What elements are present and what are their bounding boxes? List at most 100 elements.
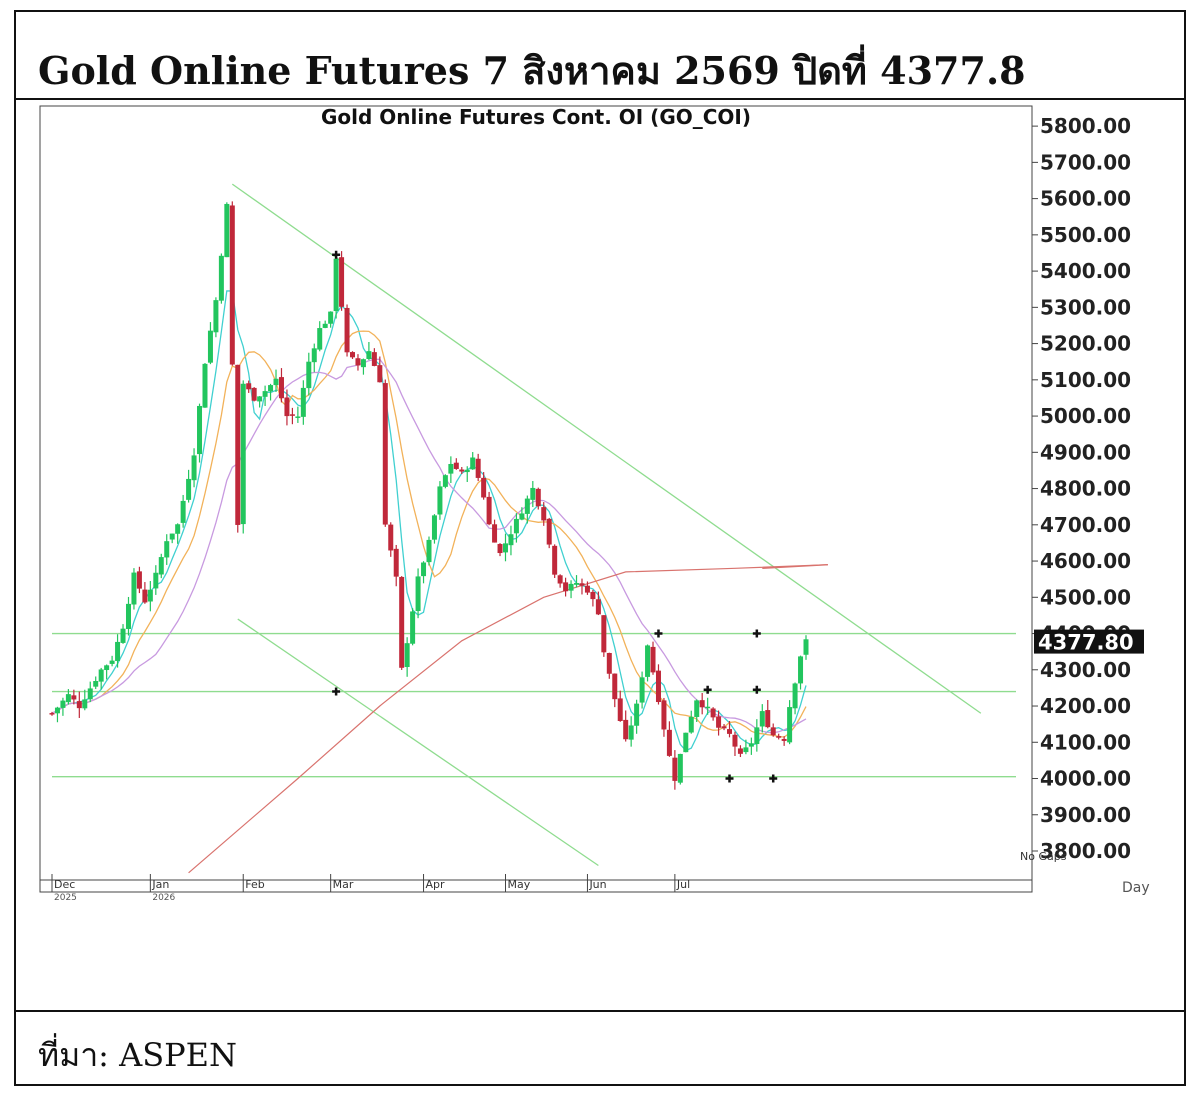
y-tick-label: 4200.00 bbox=[1040, 694, 1131, 718]
candle-body bbox=[666, 729, 672, 756]
candle-body bbox=[218, 255, 224, 301]
candle-body bbox=[333, 258, 339, 312]
candle-body bbox=[240, 383, 246, 525]
candle-body bbox=[278, 377, 284, 399]
x-tick-label: Jan bbox=[151, 878, 169, 891]
candle-body bbox=[672, 757, 678, 781]
candle-body bbox=[705, 706, 711, 709]
pivot-marker bbox=[725, 774, 734, 783]
pivot-marker bbox=[332, 250, 341, 259]
candle-body bbox=[541, 507, 547, 521]
x-tick-label: May bbox=[507, 878, 530, 891]
candle-body bbox=[574, 583, 580, 585]
price-chart: Gold Online Futures Cont. OI (GO_COI) 58… bbox=[39, 105, 1150, 903]
candle-body bbox=[339, 257, 345, 307]
pivot-marker bbox=[752, 685, 761, 694]
candle-body bbox=[289, 414, 295, 416]
candle-body bbox=[601, 615, 607, 653]
candle-body bbox=[442, 475, 448, 487]
candle-body bbox=[513, 518, 519, 534]
y-tick-label: 5500.00 bbox=[1040, 223, 1131, 247]
candle-body bbox=[109, 660, 115, 664]
candle-body bbox=[371, 352, 377, 366]
candle-body bbox=[246, 383, 252, 390]
candle-body bbox=[54, 707, 60, 714]
candle-body bbox=[634, 703, 640, 726]
candle-body bbox=[251, 387, 257, 401]
x-axis-unit: Day bbox=[1122, 880, 1150, 896]
candle-body bbox=[770, 727, 776, 736]
page-title: Gold Online Futures 7 สิงหาคม 2569 ปิดที… bbox=[38, 48, 1026, 93]
candle-body bbox=[125, 603, 131, 629]
candle-body bbox=[229, 205, 235, 365]
candle-body bbox=[257, 396, 263, 402]
y-tick-label: 5100.00 bbox=[1040, 368, 1131, 392]
candle-body bbox=[71, 695, 77, 700]
candle-body bbox=[486, 496, 492, 525]
candle-body bbox=[650, 646, 656, 673]
candle-body bbox=[579, 583, 585, 586]
x-tick-year: 2026 bbox=[152, 893, 175, 903]
candle-body bbox=[590, 591, 596, 600]
candle-body bbox=[273, 378, 279, 386]
y-tick-label: 4900.00 bbox=[1040, 440, 1131, 464]
candle-body bbox=[131, 572, 137, 605]
candle-body bbox=[213, 300, 219, 333]
candle-body bbox=[470, 457, 476, 470]
candle-body bbox=[426, 539, 432, 563]
candle-body bbox=[508, 534, 514, 546]
candle-body bbox=[721, 726, 727, 729]
y-tick-label: 4700.00 bbox=[1040, 513, 1131, 537]
candle-body bbox=[295, 416, 301, 418]
y-tick-label: 4100.00 bbox=[1040, 730, 1131, 754]
candle-body bbox=[344, 307, 350, 353]
candle-body bbox=[645, 645, 651, 677]
candle-body bbox=[475, 458, 481, 478]
y-tick-label: 5400.00 bbox=[1040, 259, 1131, 283]
y-tick-label: 4800.00 bbox=[1040, 477, 1131, 501]
candle-body bbox=[115, 641, 121, 661]
candle-body bbox=[655, 670, 661, 703]
candle-body bbox=[186, 478, 192, 500]
trendline-lower-down bbox=[237, 618, 599, 867]
candle-body bbox=[350, 352, 356, 358]
candle-body bbox=[623, 719, 629, 740]
y-tick-label: 5600.00 bbox=[1040, 187, 1131, 211]
candle-body bbox=[743, 747, 749, 753]
y-tick-label: 4000.00 bbox=[1040, 767, 1131, 791]
x-tick-label: Apr bbox=[426, 878, 446, 891]
candle-body bbox=[360, 359, 366, 368]
candle-body bbox=[628, 725, 634, 740]
candle-body bbox=[197, 405, 203, 455]
candle-body bbox=[464, 469, 470, 473]
candle-body bbox=[595, 599, 601, 615]
candle-body bbox=[224, 203, 230, 258]
candle-body bbox=[798, 656, 804, 684]
candle-body bbox=[202, 363, 208, 408]
source-label: ที่มา: ASPEN bbox=[38, 1036, 238, 1074]
candle-body bbox=[421, 562, 427, 577]
candle-body bbox=[191, 455, 197, 481]
candle-body bbox=[748, 743, 754, 747]
candle-body bbox=[606, 652, 612, 674]
candle-body bbox=[393, 548, 399, 577]
candle-body bbox=[322, 323, 328, 328]
candle-body bbox=[557, 575, 563, 584]
candle-body bbox=[492, 524, 498, 543]
candle-body bbox=[437, 486, 443, 515]
candle-body bbox=[49, 713, 55, 715]
report-frame: Gold Online Futures 7 สิงหาคม 2569 ปิดที… bbox=[14, 10, 1186, 1086]
x-tick-label: Mar bbox=[333, 878, 354, 891]
candle-body bbox=[617, 698, 623, 721]
candle-body bbox=[311, 348, 317, 363]
ma-slow-line bbox=[51, 358, 807, 734]
chart-title: Gold Online Futures Cont. OI (GO_COI) bbox=[321, 105, 751, 129]
chart-row: Gold Online Futures Cont. OI (GO_COI) 58… bbox=[16, 100, 1184, 1010]
candle-body bbox=[710, 708, 716, 718]
last-price-tag bbox=[1034, 629, 1144, 654]
candle-body bbox=[688, 716, 694, 733]
y-tick-label: 5700.00 bbox=[1040, 150, 1131, 174]
candle-body bbox=[284, 397, 290, 417]
candle-body bbox=[431, 515, 437, 540]
candle-body bbox=[497, 544, 503, 554]
